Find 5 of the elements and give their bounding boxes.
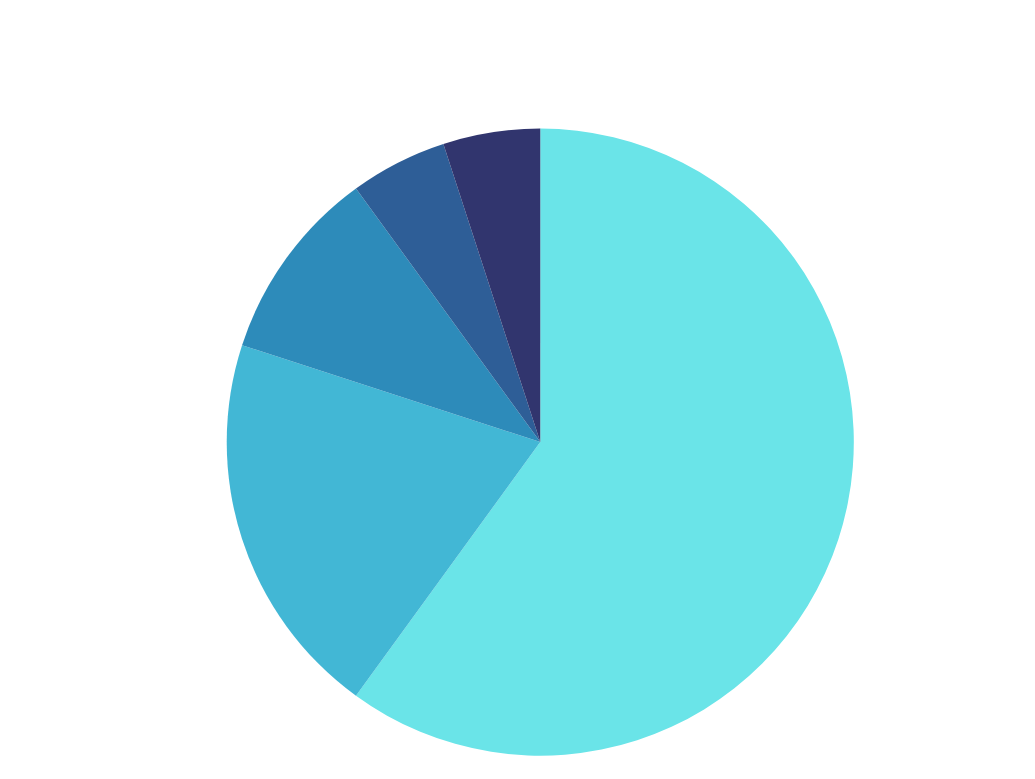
pie-slice [227,345,541,696]
pie-slice [355,143,541,443]
pie-slice [242,188,541,443]
pie-slice [355,128,854,756]
pie-slice [443,128,541,443]
